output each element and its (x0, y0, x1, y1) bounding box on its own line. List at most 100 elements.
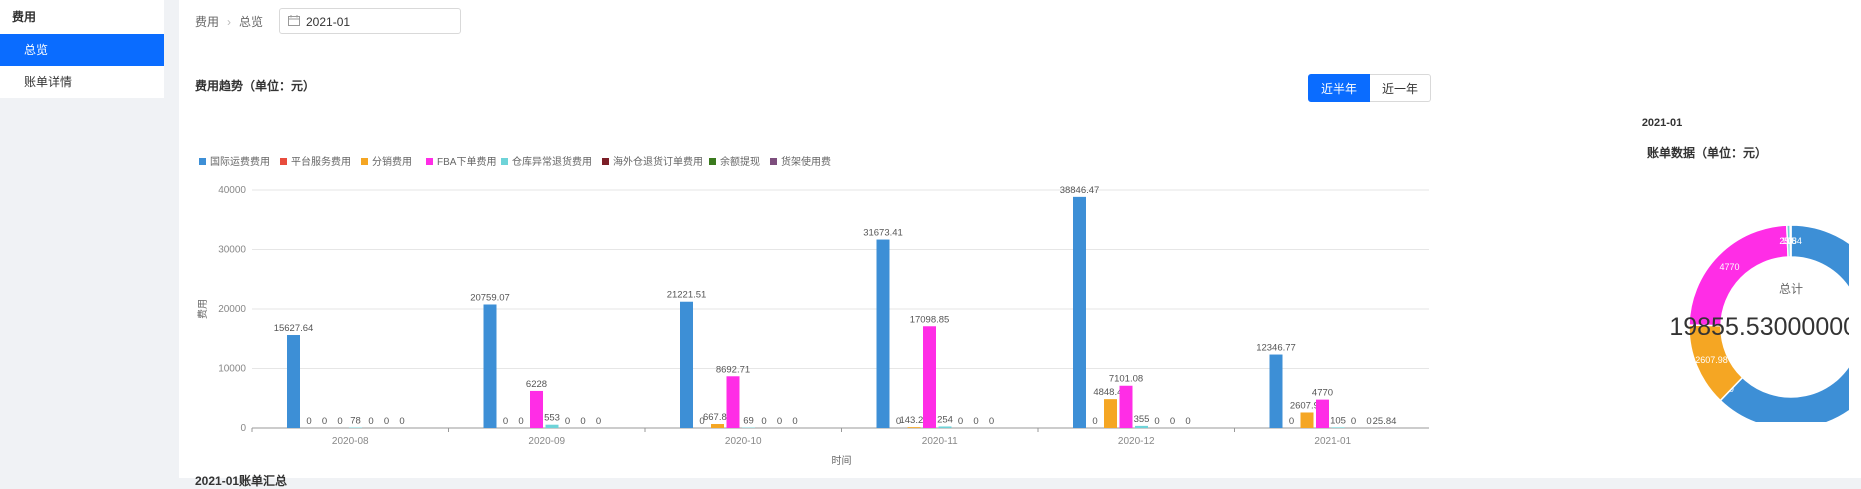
bar[interactable] (530, 391, 543, 428)
bar[interactable] (923, 326, 936, 428)
bar-data-label: 15627.64 (274, 323, 314, 334)
x-tick-label: 2020-11 (922, 436, 958, 447)
date-input[interactable] (304, 12, 458, 32)
breadcrumb-item-expense[interactable]: 费用 (195, 15, 219, 29)
x-tick-label: 2021-01 (1314, 436, 1351, 447)
bar-data-label: 20759.07 (470, 292, 510, 303)
bar-data-label: 0 (596, 416, 601, 427)
bar-chart: 国际运费费用 平台服务费用 分销费用 FBA下单费用 仓库异常退货费用 海外仓退货订单费用… (179, 102, 1429, 477)
legend-swatch[interactable] (199, 158, 206, 165)
next-section-title: 2021-01账单汇总 (195, 472, 287, 489)
legend-label[interactable]: 分销费用 (372, 155, 412, 168)
bar-data-label: 0 (1351, 416, 1356, 427)
legend-label[interactable]: 平台服务费用 (291, 155, 351, 168)
y-tick-label: 10000 (218, 364, 246, 375)
donut-slice-label: 2607.98 (1695, 355, 1728, 365)
bar-data-label: 0 (503, 416, 508, 427)
x-tick-label: 2020-12 (1118, 436, 1155, 447)
date-picker[interactable] (279, 8, 461, 34)
bar-data-label: 6228 (526, 379, 547, 390)
bar-data-label: 0 (777, 416, 782, 427)
legend-label[interactable]: FBA下单费用 (437, 155, 496, 168)
bar-data-label: 69 (743, 416, 754, 427)
donut-center-label: 总计 (1779, 282, 1803, 296)
bar-data-label: 25.84 (1373, 416, 1397, 427)
bar[interactable] (1316, 400, 1329, 428)
bar-data-label: 0 (989, 416, 994, 427)
bar[interactable] (939, 426, 952, 428)
bar[interactable] (680, 302, 693, 428)
range-toggle: 近半年 近一年 (1308, 74, 1431, 102)
legend-label[interactable]: 余额提现 (720, 155, 760, 168)
bar-data-label: 0 (1289, 416, 1294, 427)
bar-data-label: 254 (937, 414, 953, 425)
sidebar-item-bill-details[interactable]: 账单详情 (0, 66, 164, 98)
bar[interactable] (711, 424, 724, 428)
bar[interactable] (1073, 197, 1086, 428)
bar-data-label: 0 (958, 416, 963, 427)
bar[interactable] (484, 304, 497, 428)
main-card: 费用趋势（单位：元） 近半年 近一年 国际运费费用 平台服务费用 分销费用 FBA下单… (179, 42, 1861, 478)
bar-data-label: 0 (1170, 416, 1175, 427)
donut-slice-label: 25.84 (1779, 236, 1802, 246)
range-one-year-button[interactable]: 近一年 (1370, 74, 1431, 102)
y-tick-label: 0 (240, 423, 246, 434)
bar-data-label: 0 (306, 416, 311, 427)
bar-data-label: 105 (1330, 415, 1346, 426)
bar-data-label: 7101.08 (1109, 374, 1143, 385)
legend-swatch[interactable] (770, 158, 777, 165)
chevron-right-icon: › (227, 15, 231, 29)
legend-label[interactable]: 货架使用费 (781, 155, 831, 168)
y-tick-label: 40000 (218, 185, 246, 196)
breadcrumb: 费用›总览 (195, 13, 263, 30)
range-half-year-button[interactable]: 近半年 (1308, 74, 1370, 102)
x-axis-label: 时间 (832, 454, 852, 467)
legend-label[interactable]: 仓库异常退货费用 (512, 155, 592, 168)
bar[interactable] (1301, 412, 1314, 428)
bar-data-label: 0 (973, 416, 978, 427)
donut-slice[interactable] (1689, 225, 1788, 326)
bar[interactable] (727, 376, 740, 428)
bar-data-label: 0 (337, 416, 342, 427)
bar-data-label: 0 (1154, 416, 1159, 427)
sidebar-panel: 费用 总览 账单详情 (0, 0, 164, 98)
y-tick-label: 30000 (218, 245, 246, 256)
bar[interactable] (1135, 426, 1148, 428)
y-tick-label: 20000 (218, 304, 246, 315)
bar-data-label: 0 (518, 416, 523, 427)
sidebar-item-overview[interactable]: 总览 (0, 34, 164, 66)
bar[interactable] (1270, 355, 1283, 428)
bar-data-label: 0 (1366, 416, 1371, 427)
bar-data-label: 4770 (1312, 388, 1333, 399)
legend-swatch[interactable] (709, 158, 716, 165)
bar-data-label: 31673.41 (863, 228, 903, 239)
bar-data-label: 8692.71 (716, 364, 750, 375)
bar-data-label: 355 (1134, 414, 1150, 425)
legend-swatch[interactable] (280, 158, 287, 165)
donut-period: 2021-01 (1642, 117, 1682, 129)
bar[interactable] (908, 427, 921, 428)
legend-label[interactable]: 海外仓退货订单费用 (613, 155, 703, 168)
legend-swatch[interactable] (501, 158, 508, 165)
bar-data-label: 553 (544, 413, 560, 424)
bar[interactable] (1104, 399, 1117, 428)
bar-data-label: 0 (761, 416, 766, 427)
donut-title: 账单数据（单位：元） (1647, 145, 1767, 160)
sidebar-title: 费用 (0, 0, 164, 34)
trend-chart-title: 费用趋势（单位：元） (195, 77, 315, 94)
bar-data-label: 0 (792, 416, 797, 427)
legend-label[interactable]: 国际运费费用 (210, 155, 270, 168)
bar[interactable] (287, 335, 300, 428)
legend-swatch[interactable] (426, 158, 433, 165)
bar[interactable] (546, 425, 559, 428)
bar[interactable] (877, 240, 890, 428)
bar-data-label: 21221.51 (667, 290, 707, 301)
x-tick-label: 2020-10 (725, 436, 762, 447)
legend-swatch[interactable] (361, 158, 368, 165)
bar[interactable] (1332, 427, 1345, 428)
bar[interactable] (1120, 386, 1133, 428)
bar-data-label: 0 (322, 416, 327, 427)
legend-swatch[interactable] (602, 158, 609, 165)
bar-data-label: 0 (1092, 416, 1097, 427)
calendar-icon (288, 15, 300, 26)
